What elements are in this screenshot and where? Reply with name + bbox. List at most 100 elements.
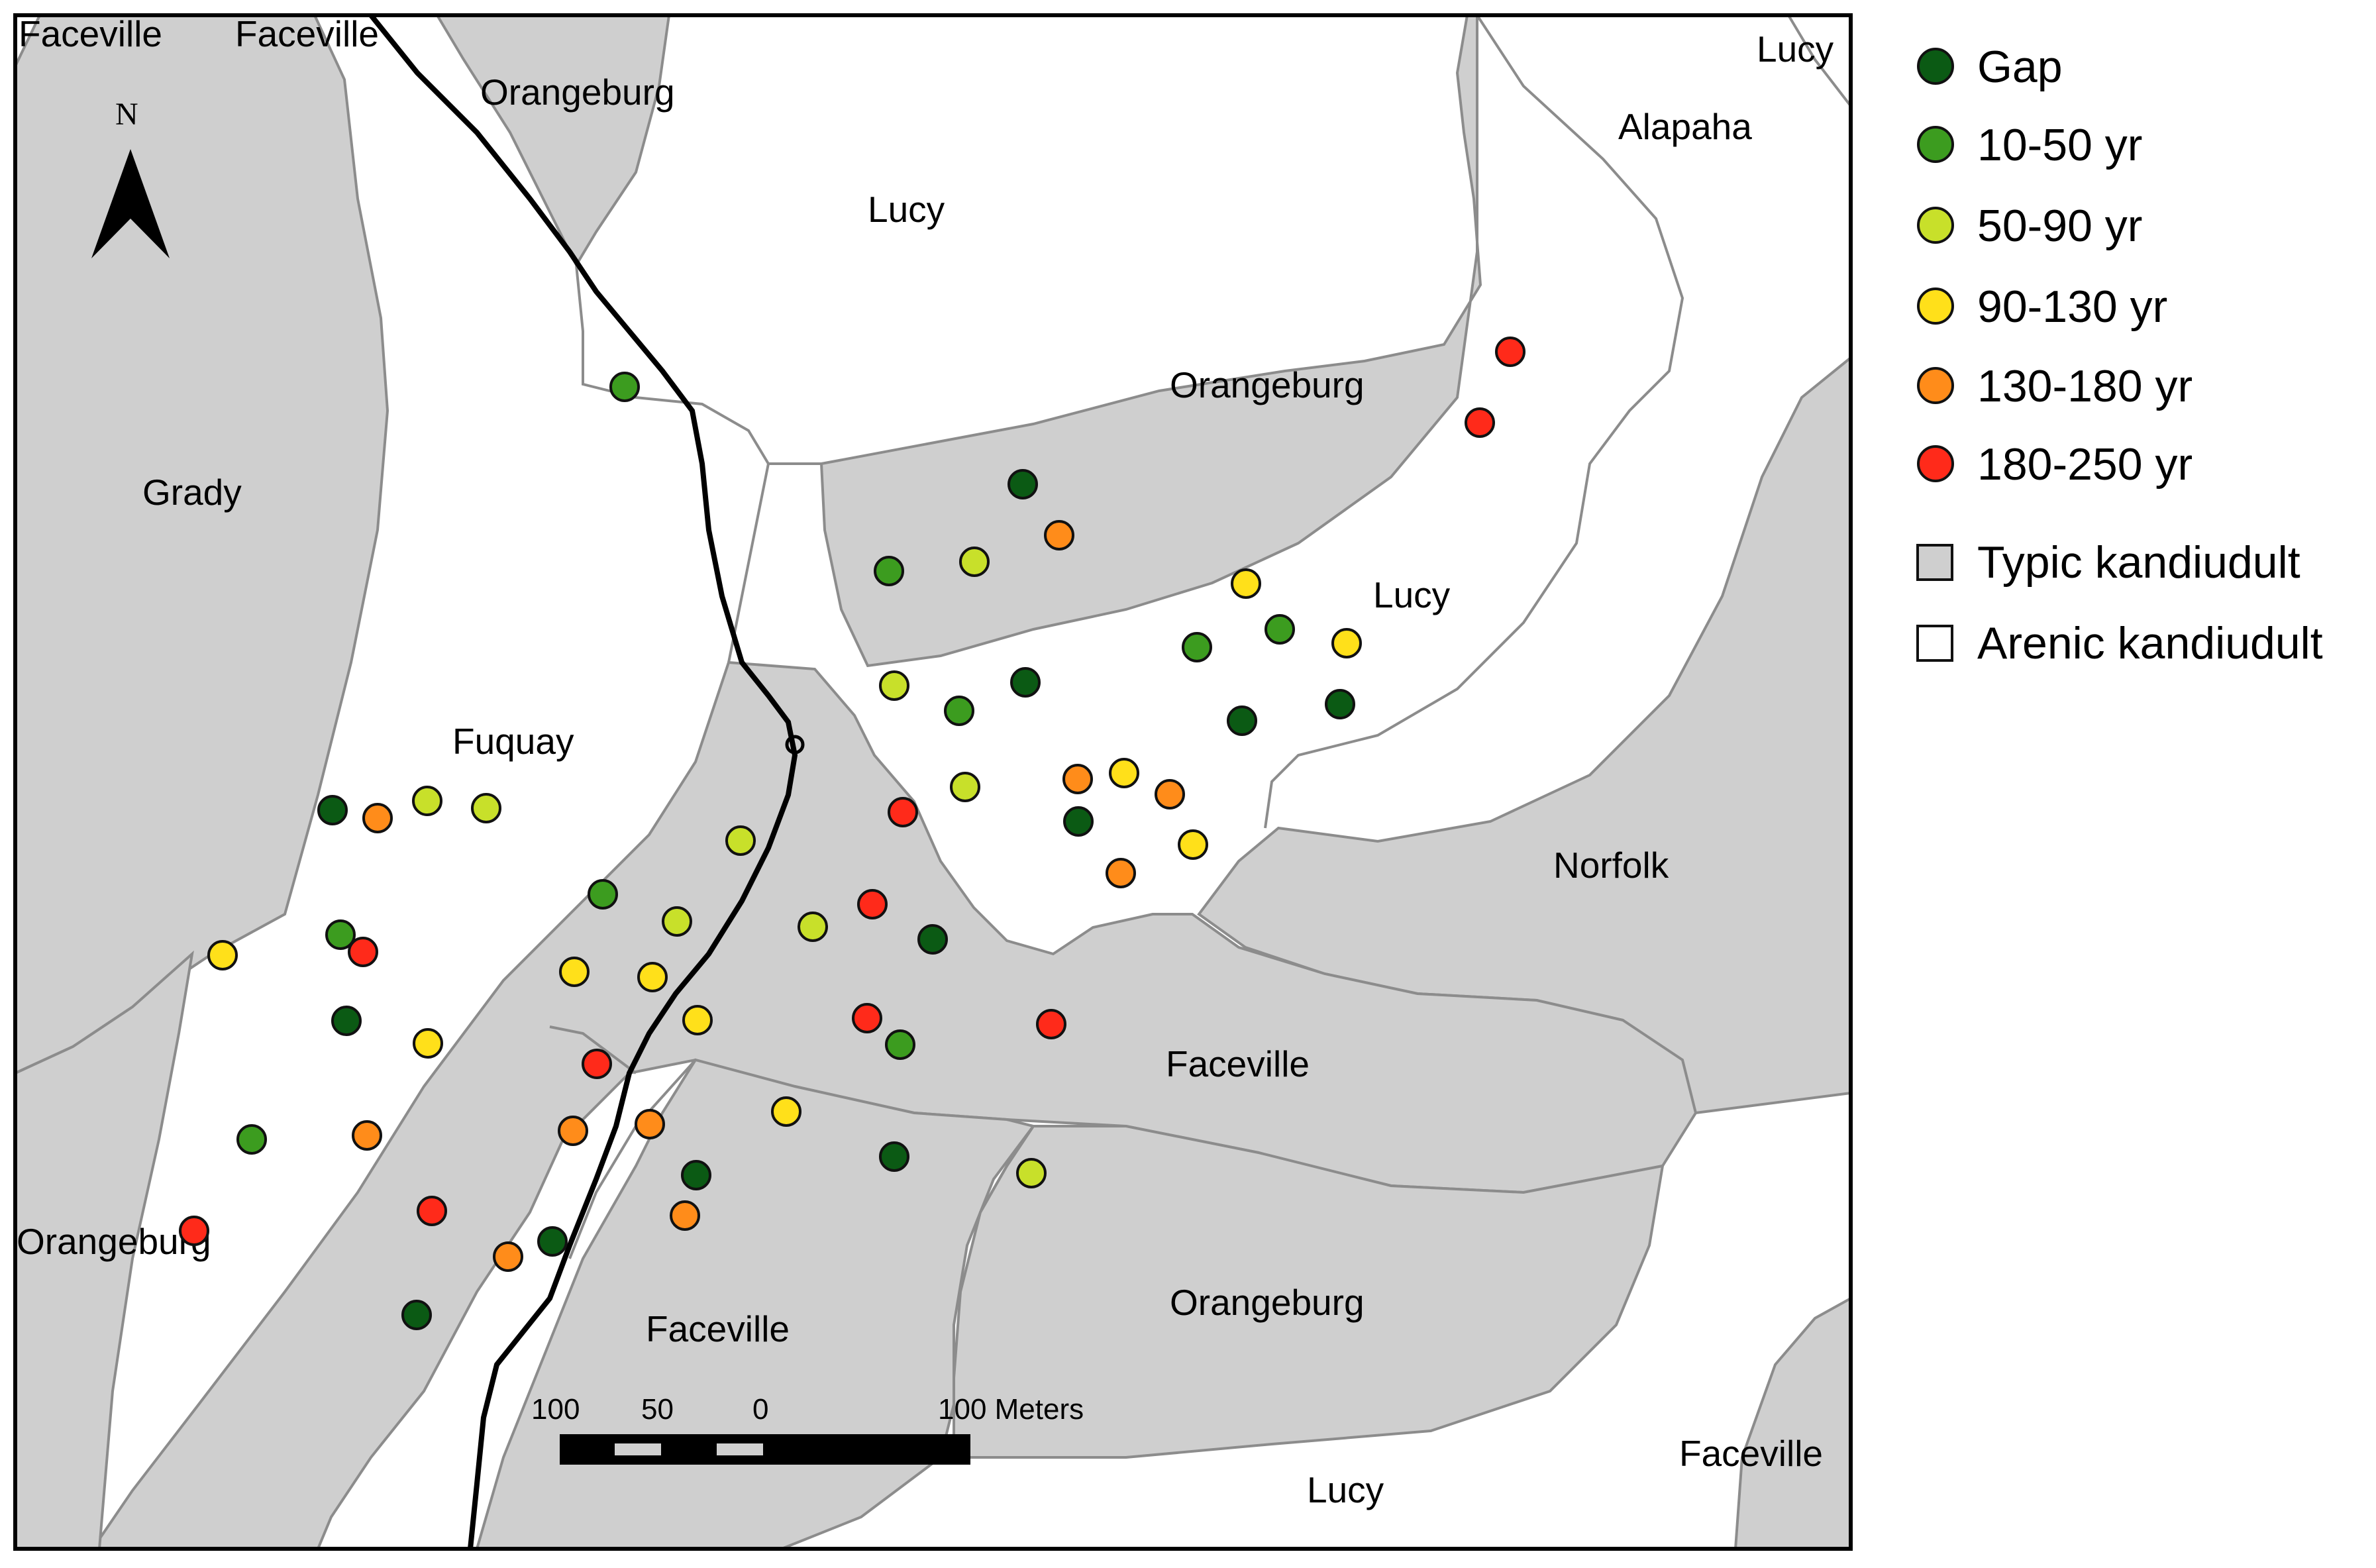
legend-label-gap: Gap xyxy=(1977,42,2063,92)
sample-plot-y90 xyxy=(413,1028,443,1059)
soil-label-lucy-tr: Lucy xyxy=(1757,28,1834,70)
soil-polygon-orangeburg-top xyxy=(435,15,671,268)
sample-plot-y90 xyxy=(207,940,238,970)
sample-plot-gap xyxy=(917,924,948,955)
sample-plot-y10 xyxy=(609,372,640,402)
soil-label-alapaha: Alapaha xyxy=(1618,106,1752,147)
soil-label-lucy-bottom: Lucy xyxy=(1307,1469,1384,1510)
sample-plot-y180 xyxy=(888,797,918,827)
sample-plot-y180 xyxy=(1036,1009,1066,1039)
sample-plot-y50 xyxy=(662,906,692,937)
soil-label-orangeburg-top: Orangeburg xyxy=(480,72,675,113)
sample-plot-gap xyxy=(317,795,348,825)
sample-plot-gap xyxy=(1063,806,1094,837)
sample-plot-gap xyxy=(681,1160,711,1190)
soil-label-orangeburg-bottom: Orangeburg xyxy=(1170,1282,1365,1323)
sample-plot-gap xyxy=(1227,706,1257,736)
sample-plot-y10 xyxy=(874,556,904,586)
sample-plot-y90 xyxy=(1109,758,1139,788)
legend-label-typic: Typic kandiudult xyxy=(1977,537,2300,588)
north-arrow-left-half xyxy=(91,149,130,258)
sample-plot-y50 xyxy=(725,825,756,856)
soil-label-fuquay: Fuquay xyxy=(452,721,574,762)
sample-plot-y90 xyxy=(771,1096,801,1127)
sample-plot-y50 xyxy=(471,793,501,823)
sample-plot-y10 xyxy=(325,919,356,950)
soil-label-orangeburg-left: Orangeburg xyxy=(17,1221,211,1262)
sample-plot-y130 xyxy=(1044,520,1074,550)
soil-label-lucy-top: Lucy xyxy=(868,189,945,230)
sample-plot-y10 xyxy=(1265,614,1295,645)
soil-label-faceville-tl2: Faceville xyxy=(235,13,379,54)
sample-plot-y180 xyxy=(1465,407,1495,438)
scale-label-100: 100 xyxy=(531,1393,580,1426)
sample-plot-y90 xyxy=(559,957,590,987)
map-frame xyxy=(13,13,1853,1551)
soil-label-faceville-bottom: Faceville xyxy=(646,1308,790,1349)
legend: Gap 10-50 yr 50-90 yr 90-130 yr 130-180 … xyxy=(1916,42,2323,668)
soil-labels: Faceville Faceville Orangeburg Lucy Lucy… xyxy=(17,13,1834,1510)
sample-plot-y180 xyxy=(852,1003,882,1033)
legend-swatch-gap xyxy=(1917,48,1954,85)
legend-label-10-50: 10-50 yr xyxy=(1977,120,2142,170)
soil-label-faceville-br: Faceville xyxy=(1679,1433,1823,1474)
sample-plot-y90 xyxy=(1231,568,1261,599)
road-line xyxy=(368,13,798,1549)
sample-plots xyxy=(179,337,1525,1330)
sample-plot-y90 xyxy=(1331,628,1362,658)
sample-plot-y180 xyxy=(348,937,378,967)
sample-plot-y90 xyxy=(1178,829,1208,860)
sample-plot-y10 xyxy=(236,1124,267,1155)
sample-plot-gap xyxy=(537,1226,568,1257)
sample-plot-y180 xyxy=(417,1196,447,1226)
sample-plot-y50 xyxy=(1016,1158,1047,1188)
soil-polygon-orangeburg-bottom xyxy=(953,1125,1665,1459)
soil-label-faceville-tl1: Faceville xyxy=(19,13,162,54)
sample-plot-y130 xyxy=(635,1109,665,1139)
sample-plot-y10 xyxy=(944,696,974,726)
scale-label-100-meters: 100 Meters xyxy=(938,1393,1084,1426)
sample-plot-gap xyxy=(1010,667,1041,698)
sample-plot-y180 xyxy=(582,1049,612,1079)
sample-plot-gap xyxy=(401,1300,432,1330)
legend-label-arenic: Arenic kandiudult xyxy=(1977,618,2323,668)
sample-plot-y130 xyxy=(1062,764,1093,794)
soil-polygon-orangeburg-mid xyxy=(819,15,1482,668)
sample-plot-y10 xyxy=(588,879,618,910)
sample-plot-y130 xyxy=(493,1241,523,1272)
legend-swatch-10-50 xyxy=(1917,126,1954,163)
sample-plot-y130 xyxy=(1155,779,1185,810)
scale-label-0: 0 xyxy=(752,1393,768,1426)
soil-label-norfolk: Norfolk xyxy=(1553,845,1669,886)
sample-plot-y90 xyxy=(637,962,668,992)
soil-label-orangeburg-mid: Orangeburg xyxy=(1170,364,1365,405)
soil-polygons xyxy=(15,15,1851,1549)
sample-plot-y90 xyxy=(682,1005,713,1035)
sample-plot-y10 xyxy=(885,1029,915,1060)
legend-label-180-250: 180-250 yr xyxy=(1977,439,2193,490)
legend-swatch-180-250 xyxy=(1917,445,1954,482)
north-arrow-right-half xyxy=(130,149,170,258)
soil-polygon-faceville-br xyxy=(1733,1296,1851,1549)
scale-bar-seg-2 xyxy=(717,1443,763,1455)
sample-plot-y50 xyxy=(959,547,990,577)
sample-plot-y10 xyxy=(1182,632,1212,662)
legend-swatch-typic xyxy=(1916,544,1953,581)
sample-plot-y130 xyxy=(352,1120,382,1151)
sample-plot-y130 xyxy=(1106,858,1136,888)
scale-label-50: 50 xyxy=(641,1393,674,1426)
sample-plot-y50 xyxy=(879,670,909,701)
road-junction xyxy=(785,735,805,755)
sample-plot-gap xyxy=(879,1141,909,1172)
sample-plot-gap xyxy=(1007,469,1038,499)
legend-swatch-130-180 xyxy=(1917,367,1954,404)
scale-bar: 100 50 0 100 Meters xyxy=(531,1393,1084,1465)
scale-bar-seg-1 xyxy=(615,1443,661,1455)
legend-label-90-130: 90-130 yr xyxy=(1977,282,2167,332)
legend-swatch-90-130 xyxy=(1917,287,1954,325)
legend-swatch-arenic xyxy=(1916,625,1953,662)
sample-plot-y130 xyxy=(670,1200,700,1231)
sample-plot-y50 xyxy=(798,912,828,942)
legend-swatch-50-90 xyxy=(1917,207,1954,244)
